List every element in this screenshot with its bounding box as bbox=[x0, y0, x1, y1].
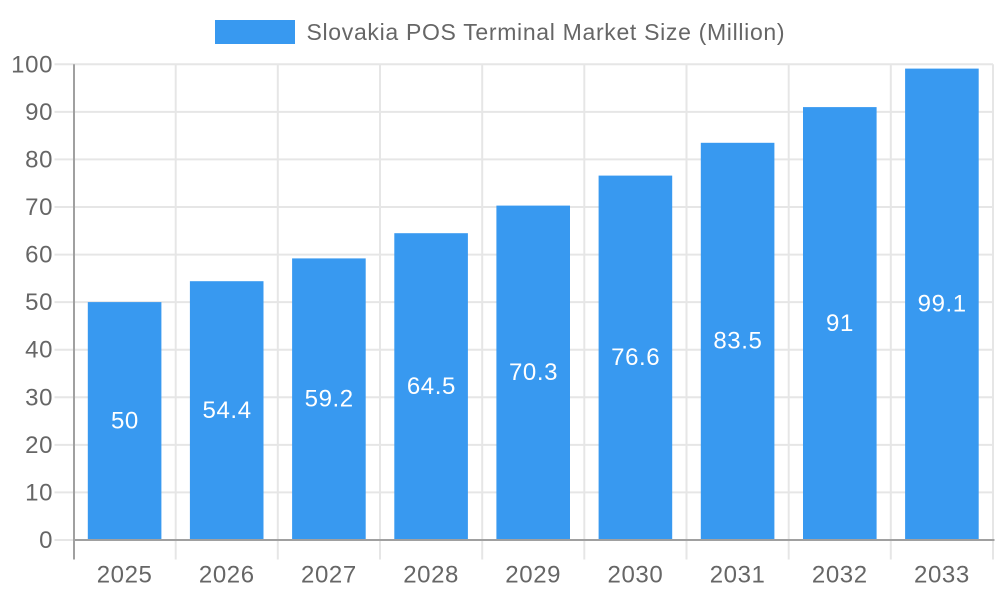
svg-text:60: 60 bbox=[25, 242, 53, 269]
svg-text:83.5: 83.5 bbox=[713, 328, 762, 355]
svg-text:59.2: 59.2 bbox=[305, 385, 354, 412]
svg-text:70.3: 70.3 bbox=[509, 359, 558, 386]
svg-text:70: 70 bbox=[25, 194, 53, 221]
svg-text:50: 50 bbox=[111, 407, 139, 434]
svg-text:90: 90 bbox=[25, 99, 53, 126]
svg-text:2033: 2033 bbox=[914, 561, 970, 588]
svg-text:80: 80 bbox=[25, 146, 53, 173]
svg-text:2029: 2029 bbox=[505, 561, 561, 588]
svg-text:2028: 2028 bbox=[403, 561, 459, 588]
svg-text:Slovakia POS Terminal Market S: Slovakia POS Terminal Market Size (Milli… bbox=[307, 19, 786, 45]
svg-text:20: 20 bbox=[25, 432, 53, 459]
svg-text:2031: 2031 bbox=[710, 561, 766, 588]
svg-text:50: 50 bbox=[25, 289, 53, 316]
svg-text:40: 40 bbox=[25, 337, 53, 364]
svg-text:2027: 2027 bbox=[301, 561, 357, 588]
svg-text:2032: 2032 bbox=[812, 561, 868, 588]
svg-text:99.1: 99.1 bbox=[918, 291, 967, 318]
svg-text:10: 10 bbox=[25, 479, 53, 506]
svg-text:64.5: 64.5 bbox=[407, 373, 456, 400]
svg-text:76.6: 76.6 bbox=[611, 344, 660, 371]
svg-text:2030: 2030 bbox=[608, 561, 664, 588]
svg-text:0: 0 bbox=[39, 527, 53, 554]
svg-text:30: 30 bbox=[25, 384, 53, 411]
svg-text:100: 100 bbox=[11, 51, 53, 78]
svg-text:2025: 2025 bbox=[97, 561, 153, 588]
svg-text:91: 91 bbox=[826, 310, 854, 337]
svg-text:54.4: 54.4 bbox=[203, 397, 252, 424]
svg-text:2026: 2026 bbox=[199, 561, 255, 588]
